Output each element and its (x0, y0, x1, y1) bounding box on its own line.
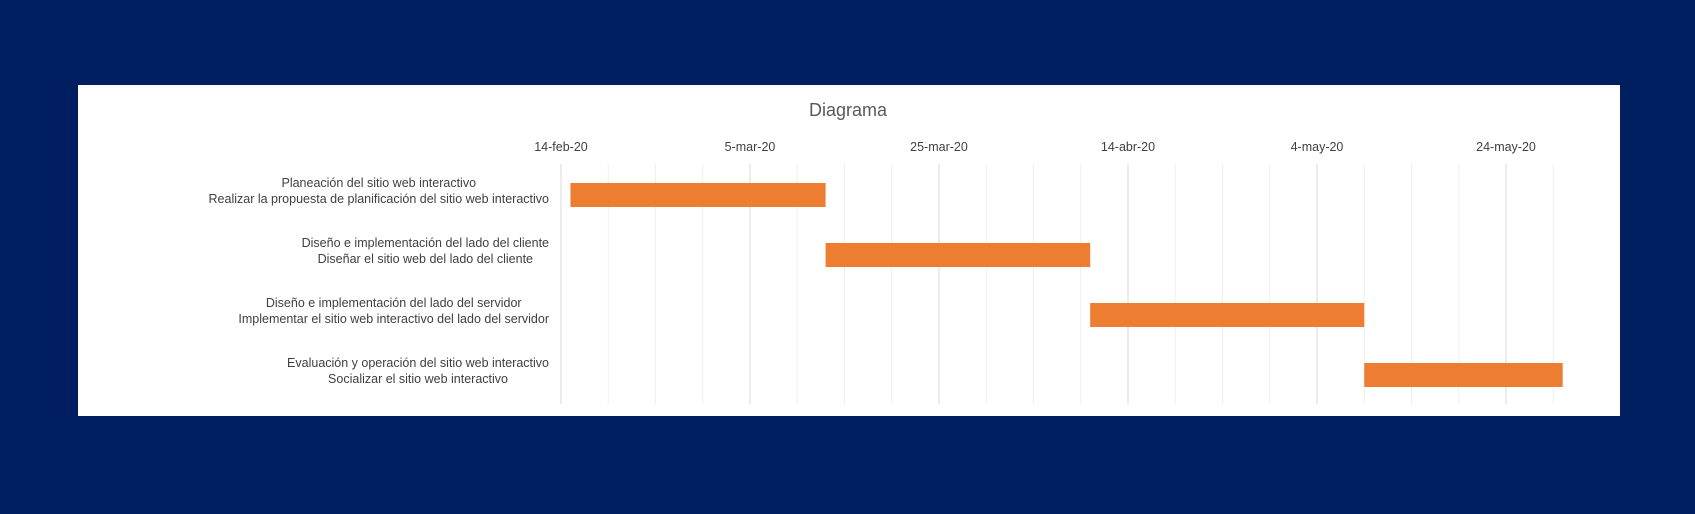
task-bar (570, 183, 826, 207)
chart-panel: Diagrama 14-feb-20 5-mar-20 25-mar-20 14-abr… (78, 85, 1620, 416)
x-tick-label: 4-may-20 (1291, 140, 1344, 154)
task-bar (1090, 303, 1365, 327)
task-label: Diseño e implementación del lado del ser… (266, 296, 522, 310)
x-tick-label: 14-abr-20 (1101, 140, 1155, 154)
x-tick-label: 24-may-20 (1476, 140, 1536, 154)
task-bar (1364, 363, 1563, 387)
task-label: Diseño e implementación del lado del cli… (302, 236, 549, 250)
x-tick-label: 5-mar-20 (725, 140, 776, 154)
task-label: Planeación del sitio web interactivo (281, 176, 476, 190)
task-label: Diseñar el sitio web del lado del client… (318, 252, 533, 266)
chart-title: Diagrama (809, 100, 888, 120)
task-label: Realizar la propuesta de planificación d… (209, 192, 550, 206)
x-tick-label: 14-feb-20 (534, 140, 588, 154)
task-label: Implementar el sitio web interactivo del… (238, 312, 549, 326)
task-label: Socializar el sitio web interactivo (328, 372, 508, 386)
task-bar (825, 243, 1091, 267)
task-label: Evaluación y operación del sitio web int… (287, 356, 549, 370)
gantt-chart: Diagrama 14-feb-20 5-mar-20 25-mar-20 14-abr… (209, 100, 1563, 404)
x-tick-label: 25-mar-20 (910, 140, 968, 154)
